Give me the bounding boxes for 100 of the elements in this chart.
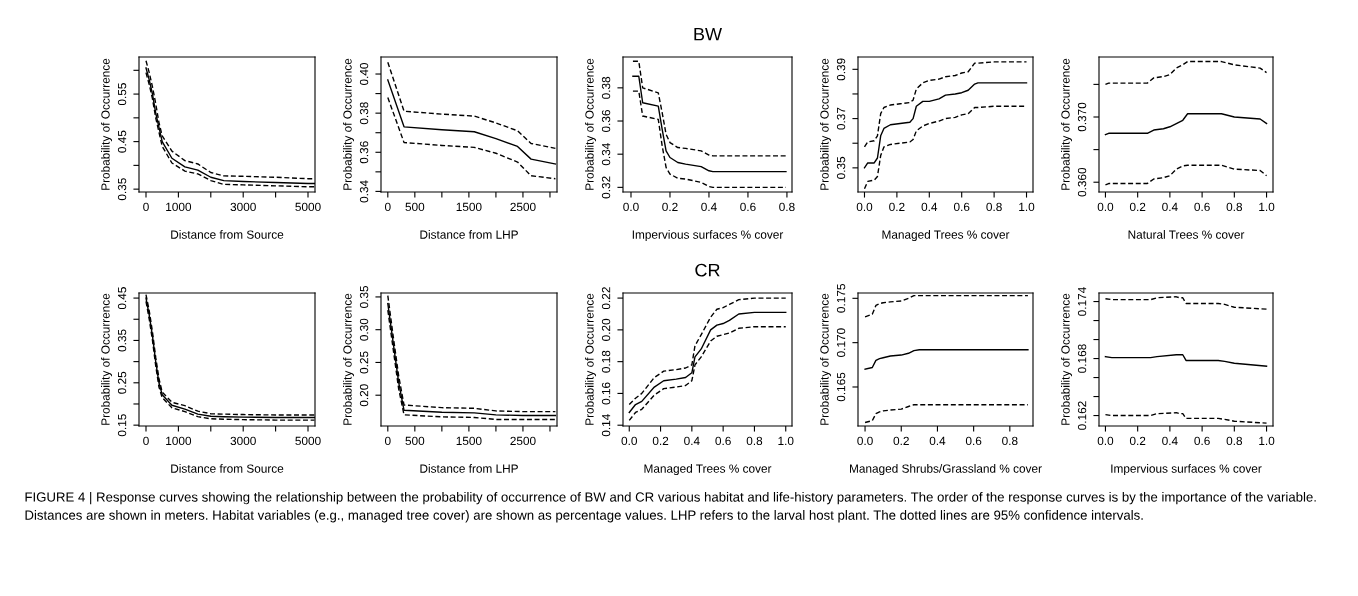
x-tick-label: 5000 xyxy=(295,202,321,212)
y-tick-label: 0.175 xyxy=(836,284,846,313)
x-tick-label: 1.0 xyxy=(1259,436,1275,446)
x-tick-label: 0.2 xyxy=(1129,436,1146,446)
x-tick-label: 0.4 xyxy=(701,202,717,212)
x-axis-title: Managed Trees % cover xyxy=(882,230,1010,242)
y-tick-label: 0.35 xyxy=(836,156,846,179)
x-axis-title: Managed Trees % cover xyxy=(644,464,772,476)
x-tick-label: 3000 xyxy=(230,436,256,446)
x-tick-label: 0.2 xyxy=(662,202,678,212)
x-tick-label: 0.4 xyxy=(1162,202,1178,212)
chart-title: BW xyxy=(694,27,722,41)
x-tick-label: 500 xyxy=(405,202,425,212)
y-tick-label: 0.38 xyxy=(359,102,369,125)
y-tick-label: 0.15 xyxy=(117,414,127,437)
y-tick-label: 0.32 xyxy=(601,176,611,199)
x-tick-label: 2500 xyxy=(510,202,536,212)
x-axis-title: Impervious surfaces % cover xyxy=(1111,464,1262,476)
x-tick-label: 1.0 xyxy=(778,436,794,446)
y-tick-label: 0.36 xyxy=(359,141,369,164)
y-tick-label: 0.34 xyxy=(359,180,369,203)
y-axis-title: Probability of Occurrence xyxy=(820,58,832,190)
x-tick-label: 0 xyxy=(143,436,149,446)
y-tick-label: 0.25 xyxy=(117,371,127,394)
x-tick-label: 0.4 xyxy=(921,202,938,212)
x-tick-label: 0.6 xyxy=(1194,202,1210,212)
x-tick-label: 0 xyxy=(384,436,391,446)
y-tick-label: 0.165 xyxy=(836,372,846,402)
y-tick-label: 0.35 xyxy=(359,285,369,308)
y-tick-label: 0.16 xyxy=(601,382,611,405)
x-tick-label: 0.0 xyxy=(857,436,873,446)
x-tick-label: 0.6 xyxy=(965,436,982,446)
x-tick-label: 0.8 xyxy=(779,202,795,212)
x-axis-title: Distance from Source xyxy=(171,464,284,473)
y-tick-label: 0.45 xyxy=(117,130,127,153)
x-axis-title: Distance from LHP xyxy=(420,230,518,239)
y-tick-label: 0.40 xyxy=(359,62,369,86)
y-axis-title: Probability of Occurrence xyxy=(101,58,113,190)
y-tick-label: 0.20 xyxy=(359,384,369,407)
y-tick-label: 0.22 xyxy=(601,287,611,310)
x-tick-label: 0 xyxy=(384,202,391,212)
y-tick-label: 0.14 xyxy=(601,414,611,437)
x-axis-title: Impervious surfaces % cover xyxy=(632,230,784,242)
y-tick-label: 0.45 xyxy=(117,287,127,310)
y-tick-label: 0.20 xyxy=(601,318,611,341)
y-axis-title: Probability of Occurrence xyxy=(585,58,597,190)
y-tick-label: 0.174 xyxy=(1077,287,1087,316)
x-axis-title: Distance from LHP xyxy=(420,464,518,473)
x-tick-label: 0.0 xyxy=(1097,436,1114,446)
x-tick-label: 0 xyxy=(143,202,149,212)
x-tick-label: 0.4 xyxy=(929,436,946,446)
y-tick-label: 0.360 xyxy=(1077,167,1087,197)
y-tick-label: 0.168 xyxy=(1077,344,1087,373)
y-axis-title: Probability of Occurrence xyxy=(820,293,832,425)
x-axis-title: Natural Trees % cover xyxy=(1128,230,1245,239)
x-tick-label: 0.0 xyxy=(1097,202,1114,212)
x-tick-label: 0.8 xyxy=(746,436,763,446)
x-tick-label: 1000 xyxy=(166,436,192,446)
y-tick-label: 0.55 xyxy=(117,83,127,106)
x-tick-label: 0.2 xyxy=(652,436,669,446)
x-tick-label: 0.6 xyxy=(740,202,756,212)
x-axis-title: Distance from Source xyxy=(171,230,284,239)
y-tick-label: 0.37 xyxy=(836,107,846,130)
x-tick-label: 0.2 xyxy=(889,202,905,212)
y-tick-label: 0.30 xyxy=(359,318,369,341)
y-tick-label: 0.35 xyxy=(117,178,127,201)
x-tick-label: 0.0 xyxy=(621,436,637,446)
x-tick-label: 0.6 xyxy=(1194,436,1210,446)
x-tick-label: 0.2 xyxy=(893,436,909,446)
x-tick-label: 3000 xyxy=(230,202,256,212)
x-tick-label: 0.2 xyxy=(1129,202,1146,212)
x-tick-label: 0.8 xyxy=(986,202,1002,212)
x-tick-label: 0.6 xyxy=(715,436,731,446)
chart-title: CR xyxy=(695,263,720,277)
y-tick-label: 0.36 xyxy=(601,110,611,133)
y-axis-title: Probability of Occurrence xyxy=(1061,58,1073,190)
x-tick-label: 0.8 xyxy=(1226,436,1243,446)
y-axis-title: Probability of Occurrence xyxy=(101,293,113,425)
x-tick-label: 5000 xyxy=(295,436,321,446)
x-tick-label: 0.4 xyxy=(684,436,700,446)
caption: FIGURE 4 | Response curves showing the relationship between the probability of occurrence of BW and CR various habitat and life-history parameters. The order of the response curves is by the importance of the variable. Distances are shown in meters. Habitat variables (e.g., managed tree cover) are shown as percentage values. LHP refers to the larval host plant. The dotted lines are 95% confidence intervals. xyxy=(25,492,1316,523)
x-tick-label: 1.0 xyxy=(1019,202,1035,212)
y-tick-label: 0.170 xyxy=(836,328,846,357)
y-tick-label: 0.39 xyxy=(836,58,846,81)
x-tick-label: 0.8 xyxy=(1226,202,1243,212)
x-tick-label: 0.8 xyxy=(1002,436,1018,446)
y-tick-label: 0.38 xyxy=(601,76,611,99)
x-tick-label: 0.0 xyxy=(623,202,639,212)
y-axis-title: Probability of Occurrence xyxy=(585,293,597,425)
x-tick-label: 1.0 xyxy=(1259,202,1275,212)
x-axis-title: Managed Shrubs/Grassland % cover xyxy=(850,464,1042,476)
y-tick-label: 0.34 xyxy=(601,143,611,166)
y-axis-title: Probability of Occurrence xyxy=(343,58,355,190)
x-tick-label: 0.6 xyxy=(953,202,970,212)
x-tick-label: 0.0 xyxy=(856,202,873,212)
y-tick-label: 0.162 xyxy=(1077,401,1087,430)
x-tick-label: 1500 xyxy=(456,202,482,212)
y-tick-label: 0.370 xyxy=(1077,102,1087,132)
x-tick-label: 1500 xyxy=(456,436,482,446)
x-tick-label: 1000 xyxy=(166,202,192,212)
